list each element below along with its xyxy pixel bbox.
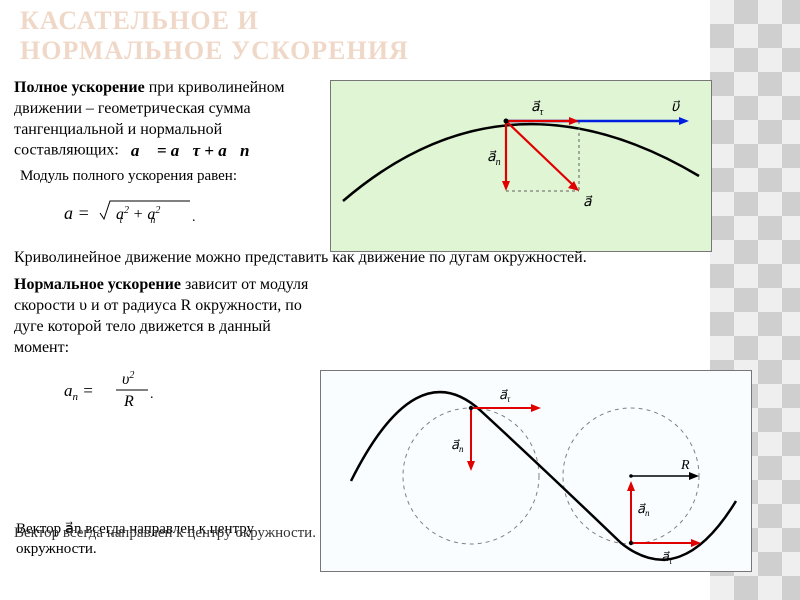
bold-term-2: Нормальное ускорение — [14, 276, 185, 293]
svg-text:a⃗n: a⃗n — [451, 437, 464, 454]
paragraph-normal-acc: Нормальное ускорение зависит от модуля с… — [14, 275, 314, 358]
paragraph-arcs: Криволинейное движение можно представить… — [14, 248, 774, 269]
paragraph-full-acceleration: Полное ускорение при криволинейном движе… — [14, 78, 314, 162]
svg-text:a⃗n: a⃗n — [637, 501, 650, 518]
svg-text:υ2: υ2 — [122, 370, 134, 388]
svg-text:R: R — [680, 458, 690, 473]
formula-magnitude: a = a2τ + a2n . — [64, 191, 784, 238]
formula-normal: an = υ2 R . — [64, 364, 784, 419]
bold-term-1: Полное ускорение — [14, 79, 149, 96]
svg-text:a2τ + a2n: a2τ + a2n — [116, 205, 160, 226]
svg-text:R: R — [123, 393, 134, 410]
svg-text:.: . — [192, 210, 196, 225]
formula-vector-sum: a⃗ = a⃗τ + a⃗n — [131, 140, 250, 162]
subtext-magnitude: Модуль полного ускорения равен: — [20, 168, 330, 185]
overlap-text-b: Вектор всегда направлен к центру окружно… — [14, 524, 334, 544]
svg-text:a⃗τ: a⃗τ — [661, 549, 673, 566]
svg-text:.: . — [150, 387, 154, 402]
svg-text:a =: a = — [64, 203, 90, 223]
slide-title: КАСАТЕЛЬНОЕ ИНОРМАЛЬНОЕ УСКОРЕНИЯ — [20, 6, 409, 66]
text-content: Полное ускорение при криволинейном движе… — [14, 78, 784, 425]
svg-text:an =: an = — [64, 381, 94, 403]
